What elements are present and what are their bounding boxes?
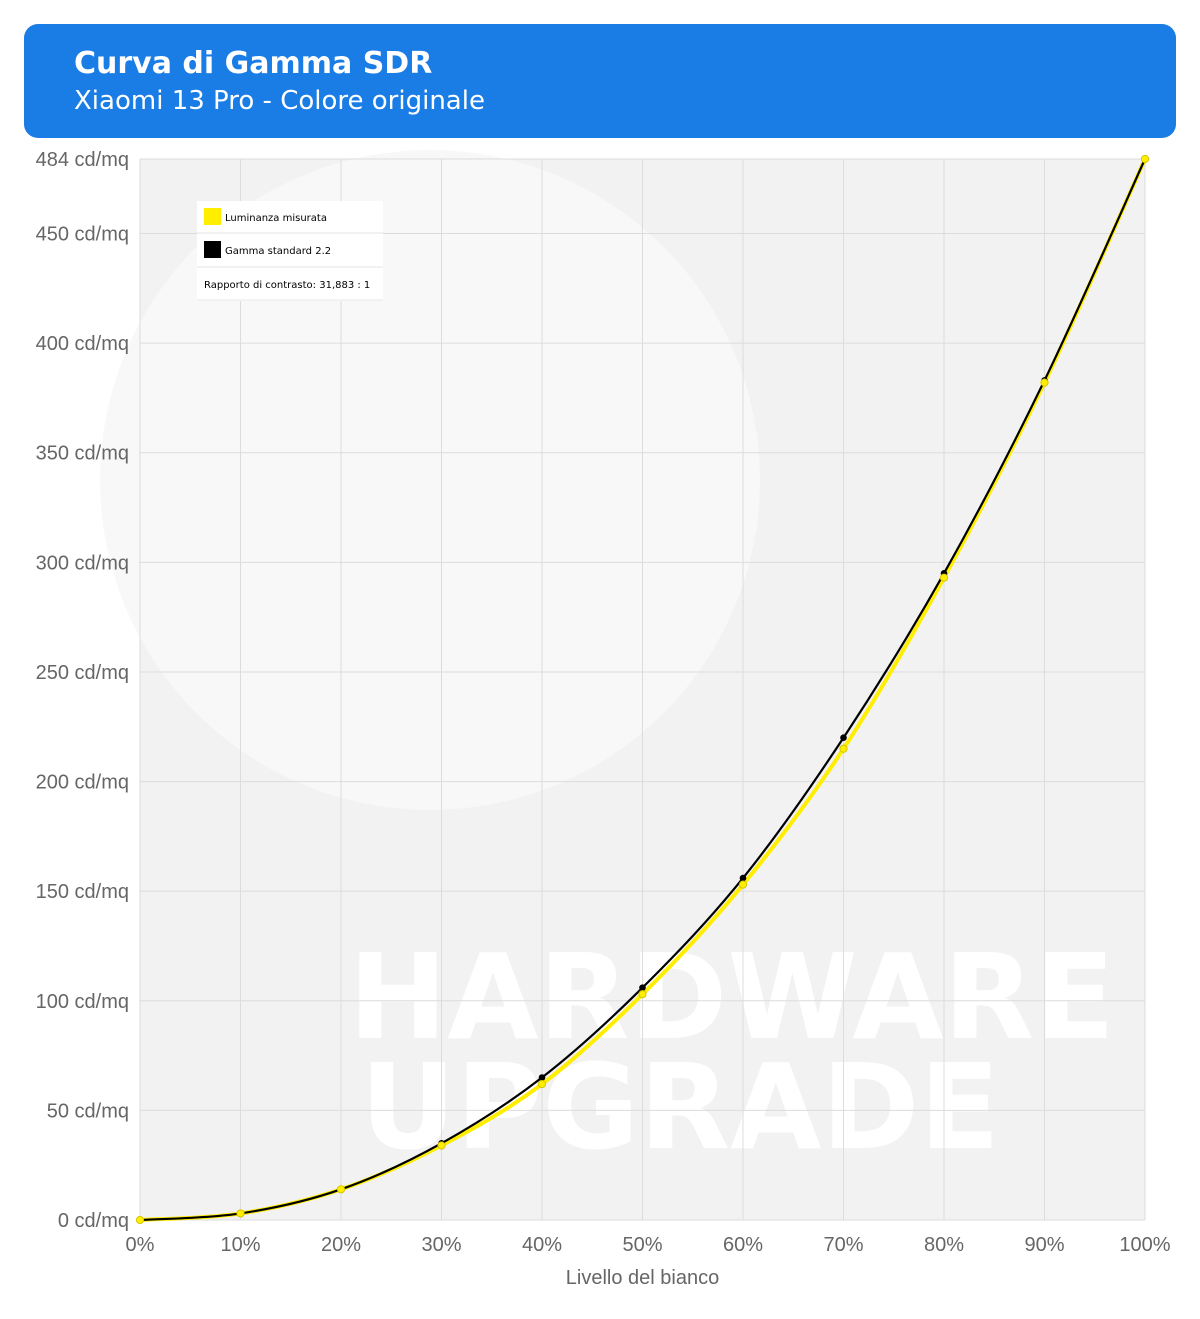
luminanza-point xyxy=(738,880,748,889)
legend-contrast-ratio: Rapporto di contrasto: 31,883 : 1 xyxy=(204,280,370,291)
luminanza-point xyxy=(135,1215,145,1225)
luminanza-point xyxy=(839,744,848,753)
y-tick-label: 200 cd/mq xyxy=(36,772,129,794)
legend-box xyxy=(197,201,383,301)
y-tick-label: 50 cd/mq xyxy=(47,1100,129,1122)
x-tick-label: 0% xyxy=(126,1234,155,1256)
y-tick-label: 100 cd/mq xyxy=(36,991,129,1013)
gamma-standard-point xyxy=(538,1074,546,1081)
y-tick-label: 250 cd/mq xyxy=(36,662,129,684)
luminanza-point xyxy=(939,573,949,582)
x-tick-label: 100% xyxy=(1119,1234,1170,1256)
gamma-standard-point xyxy=(639,984,646,991)
x-axis-label: Livello del bianco xyxy=(566,1267,719,1289)
x-tick-label: 60% xyxy=(723,1234,763,1256)
series-layer xyxy=(135,154,1150,1225)
x-tick-label: 90% xyxy=(1024,1234,1064,1256)
luminanza-point xyxy=(1140,154,1150,164)
chart-title: Curva di Gamma SDR xyxy=(74,46,433,81)
x-tick-label: 80% xyxy=(924,1234,964,1256)
legend-swatch-luminanza xyxy=(204,208,221,225)
y-tick-label: 484 cd/mq xyxy=(36,149,129,171)
x-tick-label: 40% xyxy=(522,1234,562,1256)
y-tick-label: 0 cd/mq xyxy=(58,1210,129,1232)
legend-swatch-gamma xyxy=(204,241,221,258)
x-axis-ticks: 0% 10% 20% 30% 40% 50% 60% 70% 80% 90% 100% xyxy=(126,1234,1171,1256)
luminanza-point xyxy=(1040,378,1049,387)
chart-subtitle: Xiaomi 13 Pro - Colore originale xyxy=(74,86,485,116)
x-tick-label: 30% xyxy=(421,1234,461,1256)
legend-label-gamma: Gamma standard 2.2 xyxy=(225,246,331,257)
luminanza-point xyxy=(336,1185,346,1194)
y-tick-label: 150 cd/mq xyxy=(36,881,129,903)
luminanza-point xyxy=(236,1209,245,1218)
watermark-line-1: HARDWARE xyxy=(348,928,1115,1066)
watermark-circle xyxy=(100,150,760,810)
luminanza-point xyxy=(437,1141,446,1150)
luminanza-point xyxy=(537,1079,547,1089)
luminanza-point xyxy=(638,990,647,999)
x-tick-label: 10% xyxy=(220,1234,260,1256)
x-tick-label: 70% xyxy=(823,1234,863,1256)
x-tick-label: 20% xyxy=(321,1234,361,1256)
legend: Luminanza misurata Gamma standard 2.2 Rapp… xyxy=(197,201,383,301)
gamma-standard-point xyxy=(840,734,847,742)
x-tick-label: 50% xyxy=(622,1234,662,1256)
y-tick-label: 400 cd/mq xyxy=(36,333,129,355)
y-axis-ticks: 0 cd/mq 50 cd/mq 100 cd/mq 150 cd/mq 200 cd/… xyxy=(36,149,129,1232)
chart-header: Curva di Gamma SDR Xiaomi 13 Pro - Color… xyxy=(24,24,1176,138)
y-tick-label: 450 cd/mq xyxy=(36,224,129,246)
y-tick-label: 350 cd/mq xyxy=(36,443,129,465)
legend-label-luminanza: Luminanza misurata xyxy=(225,213,327,224)
watermark-line-2: UPGRADE xyxy=(360,1038,1000,1176)
gamma-standard-point xyxy=(739,874,747,882)
y-tick-label: 300 cd/mq xyxy=(36,552,129,574)
